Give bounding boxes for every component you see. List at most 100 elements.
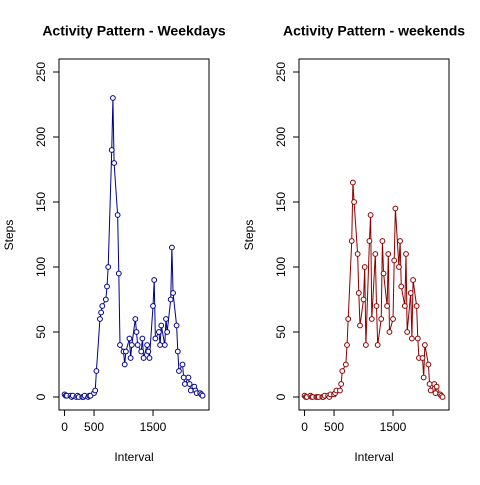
y-tick-label: 100 bbox=[274, 257, 288, 277]
data-point bbox=[151, 277, 158, 283]
data-point bbox=[366, 238, 373, 244]
data-point bbox=[104, 283, 110, 290]
y-axis-label: Steps bbox=[242, 220, 256, 251]
data-point bbox=[170, 290, 176, 296]
data-point bbox=[407, 290, 414, 296]
data-point bbox=[386, 329, 393, 335]
data-point bbox=[105, 264, 112, 270]
data-point bbox=[408, 335, 415, 342]
data-point bbox=[413, 303, 420, 309]
series-line bbox=[304, 182, 443, 398]
y-tick-label: 0 bbox=[34, 393, 48, 400]
chart-title: Activity Pattern - Weekdays bbox=[42, 23, 226, 39]
data-point bbox=[164, 329, 171, 335]
data-point bbox=[102, 296, 109, 303]
data-point bbox=[173, 322, 180, 329]
x-tick-label: 0 bbox=[61, 420, 68, 434]
data-point bbox=[98, 309, 105, 316]
data-point bbox=[134, 342, 141, 348]
data-point bbox=[179, 361, 186, 368]
data-point bbox=[401, 303, 408, 309]
data-point bbox=[414, 335, 421, 342]
data-point bbox=[92, 387, 99, 394]
data-point bbox=[337, 387, 343, 394]
data-point bbox=[186, 381, 193, 387]
data-point bbox=[99, 303, 106, 309]
data-point bbox=[432, 390, 439, 397]
data-point bbox=[350, 179, 356, 186]
data-point bbox=[360, 296, 367, 303]
y-tick-label: 100 bbox=[34, 257, 48, 277]
data-point bbox=[108, 147, 115, 153]
data-point bbox=[378, 316, 385, 322]
data-point bbox=[110, 95, 116, 101]
data-point bbox=[339, 368, 346, 374]
data-point bbox=[127, 355, 134, 361]
data-point bbox=[433, 383, 440, 390]
data-point bbox=[199, 392, 206, 399]
data-point bbox=[342, 361, 349, 368]
data-point bbox=[362, 342, 369, 348]
y-tick-label: 50 bbox=[274, 325, 288, 339]
data-point bbox=[439, 394, 446, 400]
data-point bbox=[348, 238, 355, 244]
y-axis-label: Steps bbox=[2, 220, 16, 251]
data-point bbox=[174, 348, 181, 355]
x-tick-label: 500 bbox=[324, 420, 344, 434]
data-point bbox=[133, 329, 140, 335]
data-point bbox=[139, 335, 146, 342]
data-point bbox=[404, 329, 411, 335]
data-point bbox=[397, 238, 403, 244]
data-point bbox=[176, 368, 182, 374]
chart-title: Activity Pattern - weekends bbox=[283, 23, 465, 39]
data-point bbox=[403, 251, 409, 257]
data-point bbox=[345, 316, 352, 322]
data-point bbox=[425, 361, 432, 368]
data-point bbox=[396, 264, 402, 270]
x-tick-label: 1500 bbox=[380, 420, 407, 434]
data-point bbox=[121, 361, 128, 368]
x-tick-label: 500 bbox=[84, 420, 104, 434]
data-point bbox=[152, 335, 159, 342]
data-point bbox=[392, 205, 399, 212]
data-point bbox=[372, 251, 379, 257]
data-point bbox=[150, 303, 156, 309]
data-point bbox=[374, 342, 381, 348]
data-point bbox=[361, 264, 368, 270]
data-point bbox=[167, 296, 174, 303]
data-point bbox=[161, 342, 168, 348]
y-tick-label: 200 bbox=[34, 127, 48, 147]
y-tick-label: 150 bbox=[274, 192, 288, 212]
data-point bbox=[398, 283, 405, 290]
data-point bbox=[373, 303, 380, 309]
data-point bbox=[93, 368, 100, 374]
data-point bbox=[367, 212, 374, 218]
data-point bbox=[344, 342, 350, 348]
data-point bbox=[354, 251, 361, 257]
data-point bbox=[144, 342, 151, 348]
data-point bbox=[180, 374, 187, 381]
data-point bbox=[138, 348, 145, 355]
x-tick-label: 0 bbox=[301, 420, 308, 434]
data-point bbox=[128, 342, 135, 348]
data-point bbox=[379, 238, 386, 244]
y-tick-label: 250 bbox=[34, 62, 48, 82]
data-point bbox=[338, 381, 345, 387]
y-tick-label: 150 bbox=[34, 192, 48, 212]
data-point bbox=[126, 335, 133, 342]
data-point bbox=[380, 270, 387, 277]
data-point bbox=[385, 251, 392, 257]
data-point bbox=[140, 355, 147, 361]
data-point bbox=[97, 316, 103, 322]
y-tick-label: 250 bbox=[274, 62, 288, 82]
data-point bbox=[390, 316, 396, 322]
data-point bbox=[419, 355, 426, 361]
data-point bbox=[355, 290, 362, 296]
data-point bbox=[115, 270, 122, 277]
y-tick-label: 50 bbox=[34, 325, 48, 339]
data-point bbox=[146, 355, 153, 361]
data-point bbox=[421, 342, 428, 348]
x-tick-label: 1500 bbox=[140, 420, 167, 434]
data-point bbox=[181, 381, 188, 387]
data-point bbox=[163, 316, 169, 322]
